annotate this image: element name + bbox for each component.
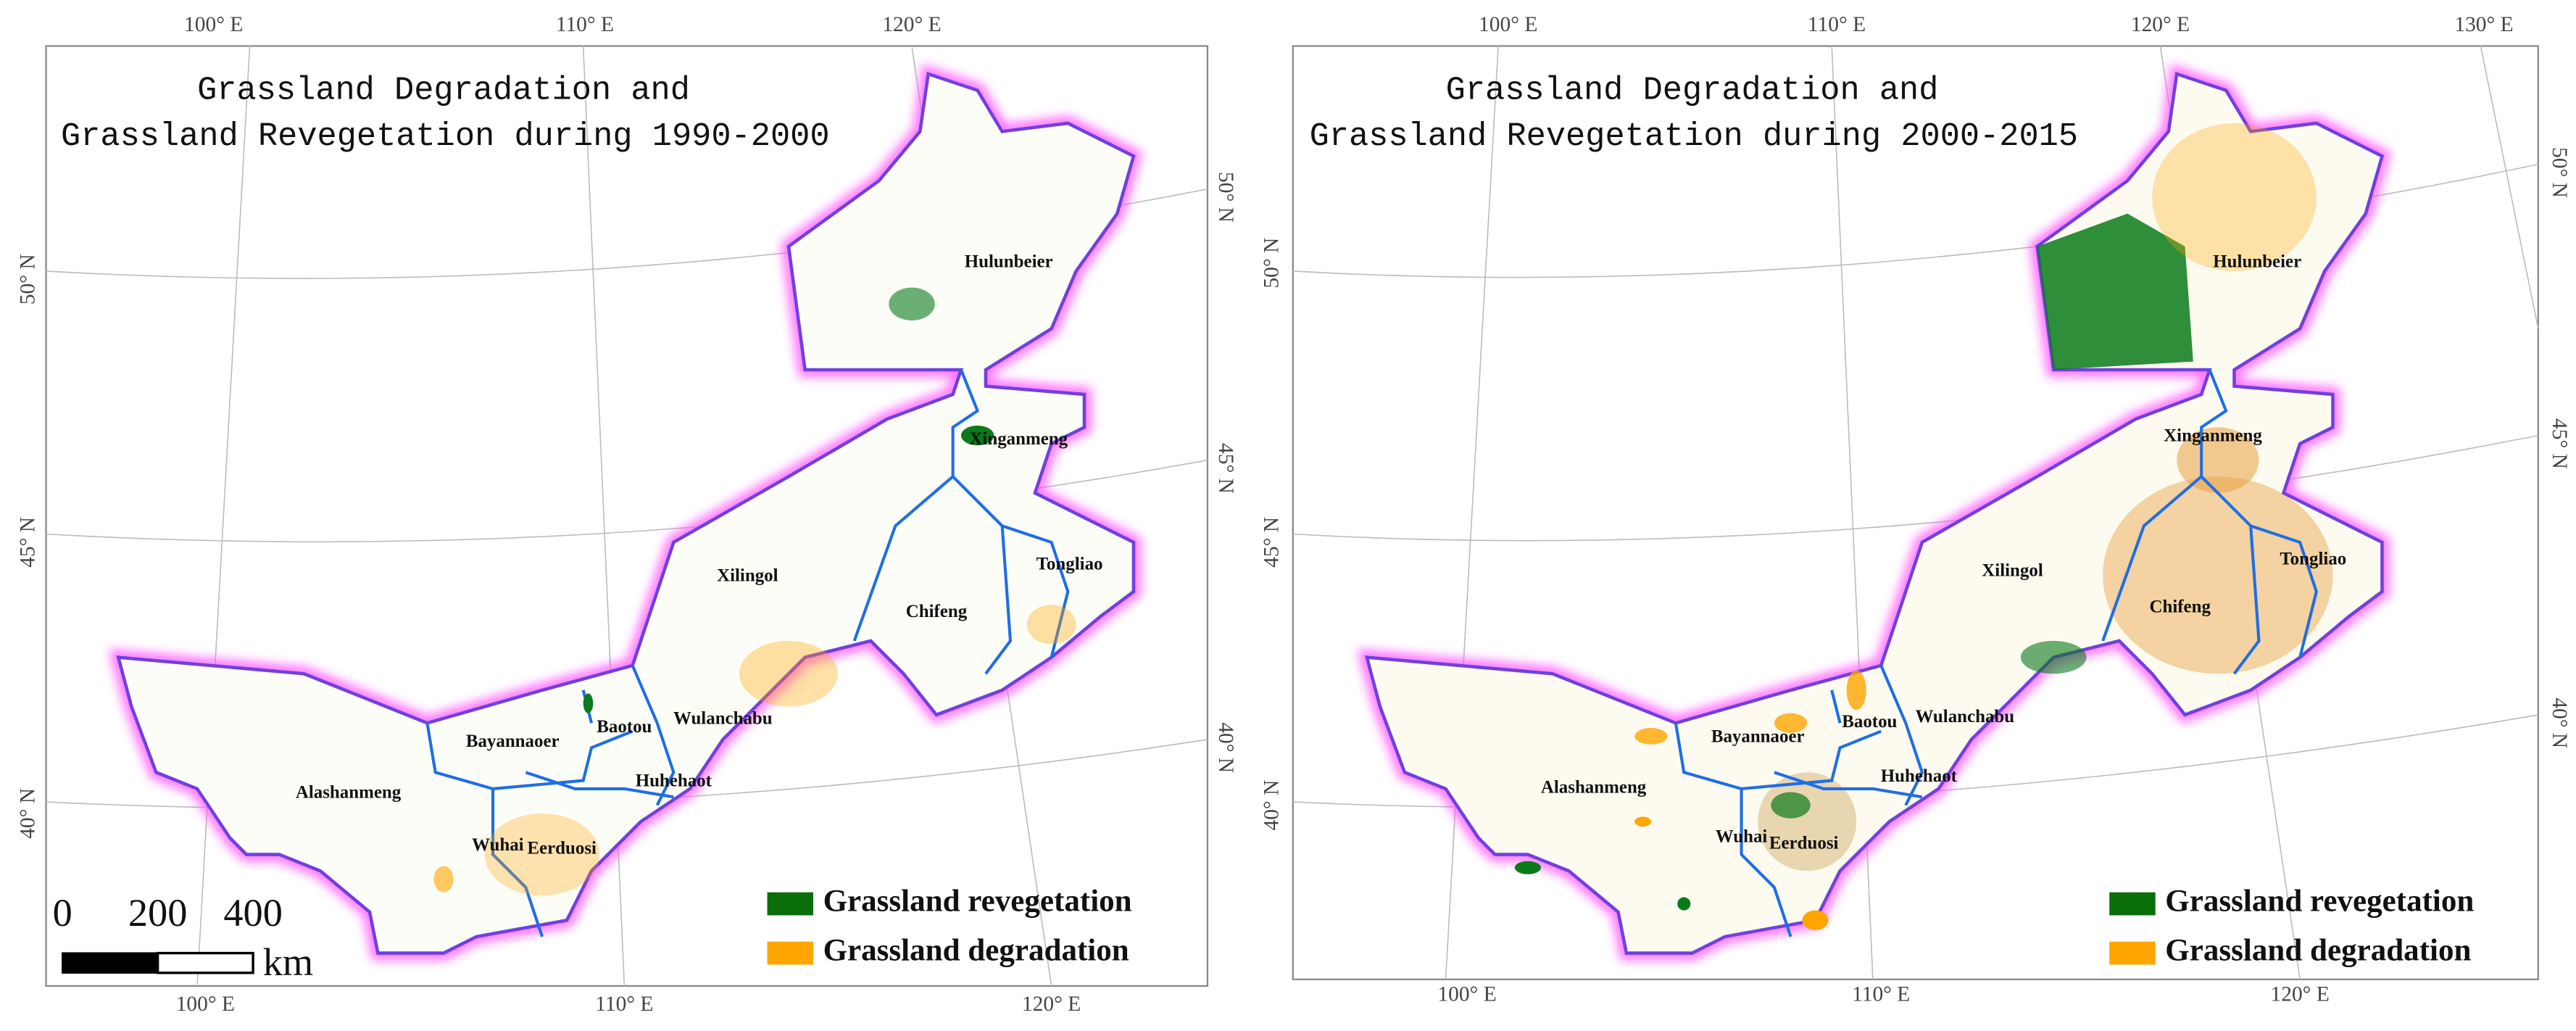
scale-bar-segment (62, 952, 159, 974)
legend-swatch (2109, 892, 2156, 916)
map-title: Grassland Degradation and (197, 72, 690, 109)
map-frame (45, 45, 1209, 987)
latitude-label: 40° N (2548, 697, 2571, 748)
region-label: Alashanmeng (296, 782, 402, 802)
longitude-label: 100° E (176, 993, 235, 1016)
longitude-label: 110° E (1852, 982, 1910, 1006)
latitude-label: 50° N (1260, 238, 1283, 289)
region-label: Huhehaot (1881, 766, 1958, 786)
latitude-label: 45° N (17, 517, 40, 568)
region-label: Eerduosi (527, 838, 597, 858)
latitude-label: 40° N (17, 788, 40, 839)
map-panel: Grassland Degradation and Grassland Reveg… (1260, 13, 2571, 1006)
region-label: Baotou (1842, 712, 1897, 732)
legend-label: Grassland degradation (2165, 933, 2471, 967)
region-label: Tongliao (2280, 550, 2346, 569)
scale-tick-label: 0 (53, 891, 72, 935)
latitude-label: 50° N (2548, 147, 2571, 198)
latitude-label: 50° N (1214, 172, 1237, 223)
region-label: Tongliao (1036, 554, 1103, 574)
region-label: Chifeng (906, 602, 968, 621)
longitude-label: 120° E (1022, 993, 1081, 1016)
region-label: Wulanchabu (673, 708, 773, 728)
longitude-label: 120° E (882, 13, 941, 36)
longitude-label: 110° E (595, 993, 653, 1016)
province-outline (118, 74, 1134, 953)
scale-tick-label: 400 (223, 891, 283, 935)
map-frame (1292, 45, 2539, 980)
region-label: Xilingol (717, 566, 778, 585)
region-label: Alashanmeng (1541, 778, 1647, 798)
region-label: Wulanchabu (1915, 707, 2014, 726)
region-label: Xinganmeng (969, 429, 1068, 449)
latitude-label: 45° N (1260, 517, 1283, 568)
region-label: Xilingol (1982, 560, 2043, 580)
map-panel: Grassland Degradation and Grassland Reveg… (17, 13, 1237, 1016)
longitude-label: 110° E (1808, 13, 1866, 36)
region-label: Chifeng (2149, 597, 2211, 616)
map-title: Grassland Revegetation during 2000-2015 (1310, 117, 2079, 155)
longitude-label: 110° E (556, 13, 614, 36)
scale-unit: km (263, 940, 313, 984)
land-change-pixels (1514, 123, 2333, 930)
region-label: Hulunbeier (2213, 252, 2301, 271)
latitude-label: 45° N (2548, 418, 2571, 469)
latitude-label: 50° N (17, 254, 40, 305)
map-title: Grassland Degradation and (1446, 72, 1939, 109)
region-label: Eerduosi (1769, 834, 1839, 853)
scale-bar-segment (156, 951, 254, 974)
region-label: Bayannaoer (466, 732, 560, 751)
region-label: Wuhai (1716, 827, 1768, 847)
longitude-label: 120° E (2271, 982, 2330, 1006)
region-label: Wuhai (472, 835, 524, 855)
longitude-label: 100° E (184, 13, 243, 36)
region-label: Huhehaot (636, 771, 712, 791)
legend-label: Grassland degradation (823, 933, 1129, 967)
latitude-label: 40° N (1214, 722, 1237, 773)
latitude-label: 40° N (1260, 780, 1283, 831)
longitude-label: 100° E (1479, 13, 1537, 36)
map-title: Grassland Revegetation during 1990-2000 (61, 117, 830, 155)
legend-swatch (767, 892, 813, 916)
legend-label: Grassland revegetation (823, 884, 1132, 918)
scale-tick-label: 200 (128, 891, 188, 935)
longitude-label: 130° E (2454, 13, 2513, 36)
legend-label: Grassland revegetation (2165, 884, 2474, 918)
longitude-label: 100° E (1437, 982, 1496, 1006)
region-label: Baotou (597, 717, 652, 737)
region-label: Bayannaoer (1711, 726, 1805, 746)
latitude-label: 45° N (1214, 443, 1237, 494)
longitude-label: 120° E (2131, 13, 2190, 36)
legend-swatch (2109, 941, 2156, 965)
region-label: Hulunbeier (965, 252, 1053, 271)
region-label: Xinganmeng (2164, 426, 2262, 446)
land-change-pixels (433, 287, 1076, 896)
legend-swatch (767, 941, 813, 965)
